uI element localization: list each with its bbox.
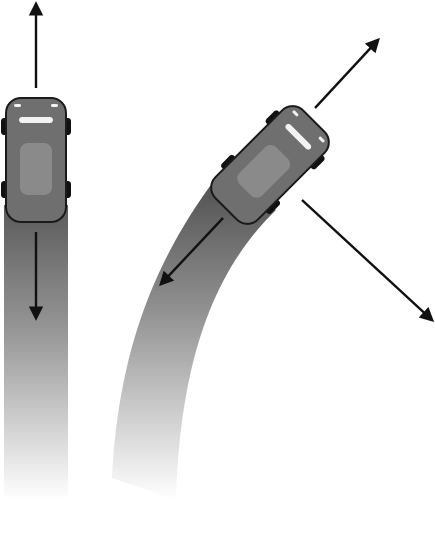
headlight-right — [51, 104, 58, 107]
tire-rear-right — [264, 198, 281, 214]
tire-front-left — [265, 110, 281, 126]
turning-car-outward-arrow — [301, 199, 435, 322]
turning-car — [210, 105, 330, 225]
headlight-right — [318, 136, 325, 143]
straight-car — [1, 97, 71, 223]
turning-car-forward-arrow — [314, 37, 380, 109]
headlight-bar — [285, 123, 312, 150]
headlight-bar — [19, 117, 53, 123]
tire-front-right — [309, 154, 325, 170]
headlight-left — [292, 110, 299, 117]
headlight-left — [14, 104, 21, 107]
car-roof — [237, 144, 291, 198]
turning-car-backward-arrow — [159, 217, 224, 287]
car-roof — [20, 143, 52, 195]
turning-car-trail — [112, 178, 276, 500]
